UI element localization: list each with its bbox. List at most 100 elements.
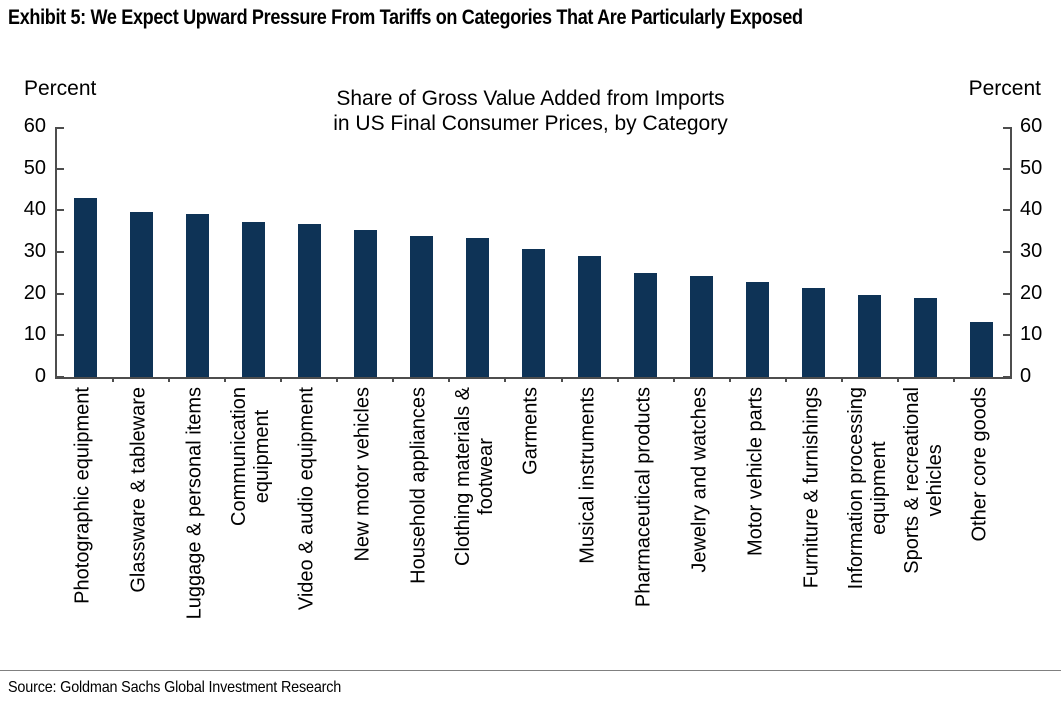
bar-3 xyxy=(241,222,265,377)
y-axis-tick-left xyxy=(57,334,64,337)
bar-1 xyxy=(129,211,153,377)
category-label: Video & audio equipment xyxy=(295,387,318,611)
category-label: Furniture & furnishings xyxy=(800,387,823,589)
bar-12 xyxy=(746,281,770,377)
left-axis-unit-label: Percent xyxy=(24,77,97,100)
y-axis-tick-label: 20 xyxy=(23,281,46,304)
y-axis-tick-right xyxy=(1003,334,1010,337)
x-axis-tick xyxy=(616,377,619,382)
x-axis-tick xyxy=(672,377,675,382)
y-axis-tick-left xyxy=(57,167,64,170)
bar-0 xyxy=(73,197,97,377)
category-label: Other core goods xyxy=(968,387,991,542)
category-14: Information processing equipment xyxy=(840,383,896,655)
category-label: Photographic equipment xyxy=(71,387,94,604)
category-label: Communication equipment xyxy=(228,387,274,526)
y-axis-tick-label: 10 xyxy=(23,323,46,346)
category-2: Luggage & personal items xyxy=(167,383,223,655)
category-label: Luggage & personal items xyxy=(183,387,206,620)
y-axis-tick-label: 0 xyxy=(1020,365,1032,388)
bar-2 xyxy=(185,213,209,377)
bar-13 xyxy=(802,287,826,377)
y-axis-tick-label: 0 xyxy=(34,365,46,388)
x-axis-tick xyxy=(840,377,843,382)
y-axis-tick-left xyxy=(57,376,64,378)
y-axis-tick-right xyxy=(1003,292,1010,295)
bar-8 xyxy=(522,249,545,377)
category-5: New motor vehicles xyxy=(335,383,391,655)
exhibit-title: Exhibit 5: We Expect Upward Pressure Fro… xyxy=(8,6,803,29)
category-label: Sports & recreational vehicles xyxy=(900,387,946,574)
bar-16 xyxy=(970,321,994,377)
bar-11 xyxy=(690,276,714,377)
x-axis-tick xyxy=(560,377,563,382)
x-axis-tick xyxy=(728,377,731,382)
category-4: Video & audio equipment xyxy=(279,383,335,655)
category-label: Motor vehicle parts xyxy=(744,387,767,556)
y-axis-tick-label: 20 xyxy=(1020,281,1043,304)
category-label: Glassware & tableware xyxy=(127,387,150,593)
category-15: Sports & recreational vehicles xyxy=(896,383,952,655)
category-labels: Photographic equipment Glassware & tablew… xyxy=(55,383,1008,655)
category-label: Pharmaceutical products xyxy=(632,387,655,608)
y-axis-tick-label: 10 xyxy=(1020,323,1043,346)
x-axis-tick xyxy=(280,377,283,382)
plot-area xyxy=(55,127,1012,382)
x-axis-tick xyxy=(784,377,787,382)
x-axis-tick xyxy=(896,377,899,382)
category-9: Musical instruments xyxy=(560,383,616,655)
y-axis-tick-label: 60 xyxy=(23,115,46,138)
category-1: Glassware & tableware xyxy=(111,383,167,655)
category-label: New motor vehicles xyxy=(351,387,374,562)
y-axis-labels-left: 0 10 20 30 40 50 60 xyxy=(0,115,46,387)
y-axis-tick-label: 40 xyxy=(1020,198,1043,221)
y-axis-tick-right xyxy=(1003,209,1010,212)
y-axis-tick-right xyxy=(1003,376,1010,378)
category-11: Jewelry and watches xyxy=(672,383,728,655)
x-axis-tick xyxy=(448,377,451,382)
x-axis-tick xyxy=(112,377,115,382)
x-axis-tick xyxy=(168,377,171,382)
category-label: Musical instruments xyxy=(576,387,599,564)
category-label: Clothing materials & footwear xyxy=(452,387,498,566)
x-axis-tick xyxy=(952,377,955,382)
category-label: Information processing equipment xyxy=(844,387,890,590)
category-label: Garments xyxy=(519,387,542,475)
y-axis-tick-left xyxy=(57,292,64,295)
x-axis-tick xyxy=(224,377,227,382)
bar-15 xyxy=(914,297,938,377)
y-axis-tick-left xyxy=(57,209,64,212)
bar-6 xyxy=(409,235,433,377)
source-text: Source: Goldman Sachs Global Investment … xyxy=(8,679,342,696)
y-axis-tick-right xyxy=(1003,251,1010,253)
y-axis-tick-label: 60 xyxy=(1020,115,1043,138)
y-axis-tick-label: 30 xyxy=(23,240,46,263)
y-axis-tick-label: 40 xyxy=(23,198,46,221)
chart-title: Share of Gross Value Added from Imports … xyxy=(333,87,728,135)
bar-4 xyxy=(297,223,321,377)
source-divider xyxy=(0,670,1061,671)
x-axis-tick xyxy=(392,377,395,382)
y-axis-tick-right xyxy=(1003,167,1010,170)
category-0: Photographic equipment xyxy=(55,383,111,655)
y-axis-tick-label: 50 xyxy=(1020,156,1043,179)
bar-10 xyxy=(634,273,658,377)
y-axis-tick-left xyxy=(57,127,64,129)
category-6: Household appliances xyxy=(391,383,447,655)
bar-14 xyxy=(858,294,882,377)
category-13: Furniture & furnishings xyxy=(784,383,840,655)
x-axis-tick xyxy=(336,377,339,382)
category-16: Other core goods xyxy=(952,383,1008,655)
category-10: Pharmaceutical products xyxy=(616,383,672,655)
bar-5 xyxy=(353,229,377,377)
right-axis-unit-label: Percent xyxy=(968,77,1041,100)
bar-7 xyxy=(465,237,489,377)
y-axis-tick-right xyxy=(1003,127,1010,129)
bar-9 xyxy=(578,255,602,377)
y-axis-tick-label: 30 xyxy=(1020,240,1043,263)
category-3: Communication equipment xyxy=(223,383,279,655)
category-label: Household appliances xyxy=(407,387,430,584)
y-axis-labels-right: 0 10 20 30 40 50 60 xyxy=(1020,115,1061,387)
category-12: Motor vehicle parts xyxy=(728,383,784,655)
